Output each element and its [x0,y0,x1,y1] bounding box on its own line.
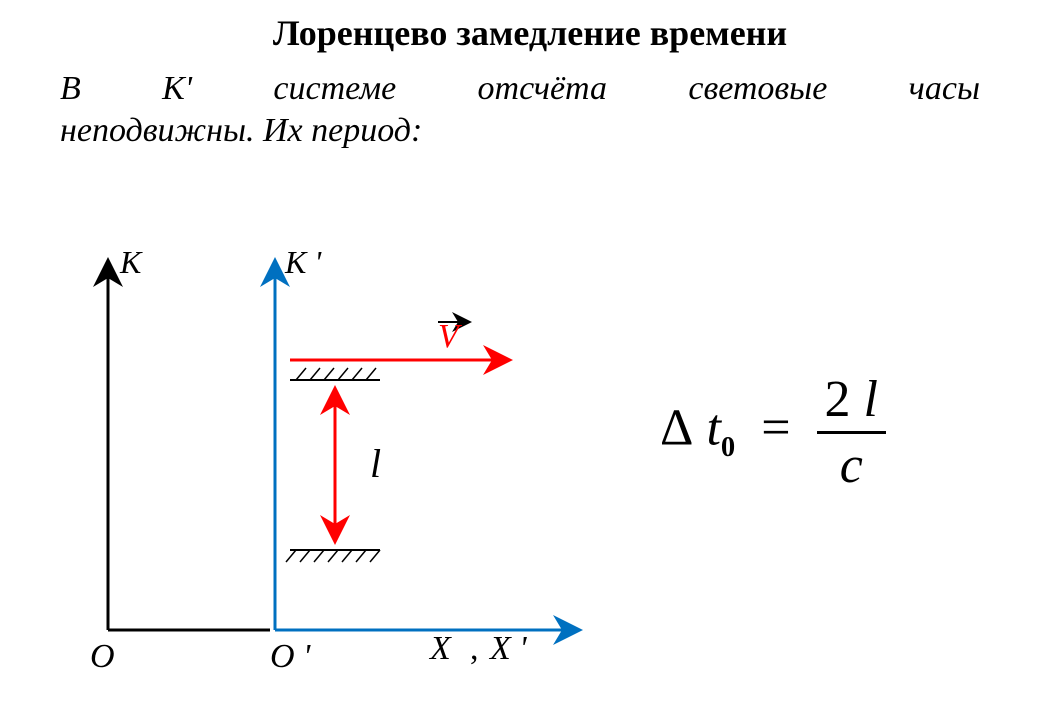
label-x: X [430,630,451,668]
formula-num-l: l [864,371,878,428]
hatch [352,368,362,380]
subtitle-line-1: В K' системе отсчёта световые часы [60,70,980,108]
formula-eq: = [761,399,790,456]
title-text: Лоренцево замедление времени [273,13,787,53]
hatch [328,550,338,562]
hatch [356,550,366,562]
formula-num: 2 l [817,370,886,434]
label-x-text: X [430,630,451,667]
hatch [324,368,334,380]
subtitle1-text: В K' системе отсчёта световые часы [60,70,980,107]
period-formula: Δ t0 = 2 l c [660,370,886,495]
hatch [342,550,352,562]
formula-var: t [706,399,720,456]
formula-fraction: 2 l c [817,370,886,495]
formula-den: c [817,434,886,495]
hatch [296,368,306,380]
label-k: K [120,244,141,281]
label-xp-text: X ' [490,630,527,667]
label-k-text: K [120,244,141,280]
label-l: l [370,440,381,487]
hatch [310,368,320,380]
subtitle2-text: неподвижны. Их период: [60,112,422,149]
label-v: V [438,318,459,356]
formula-delta: Δ [660,399,693,456]
hatch [314,550,324,562]
reference-frame-diagram: K K ' O O ' X , X ' V l [60,230,620,690]
hatch [286,550,296,562]
label-comma: , [470,630,479,668]
label-o: O [90,638,115,676]
label-kp: K ' [285,244,321,281]
label-xp: X ' [490,630,527,668]
hatch [338,368,348,380]
hatch [366,368,376,380]
page-title: Лоренцево замедление времени [180,12,880,54]
label-comma-text: , [470,630,479,667]
label-op-text: O ' [270,638,310,675]
label-op: O ' [270,638,310,676]
label-kp-text: K ' [285,244,321,280]
formula-sub: 0 [721,432,735,463]
hatch [370,550,380,562]
label-o-text: O [90,638,115,675]
hatch [300,550,310,562]
label-l-text: l [370,441,381,486]
diagram-svg [60,230,620,690]
subtitle-line-2: неподвижны. Их период: [60,112,422,150]
label-v-text: V [438,318,459,355]
